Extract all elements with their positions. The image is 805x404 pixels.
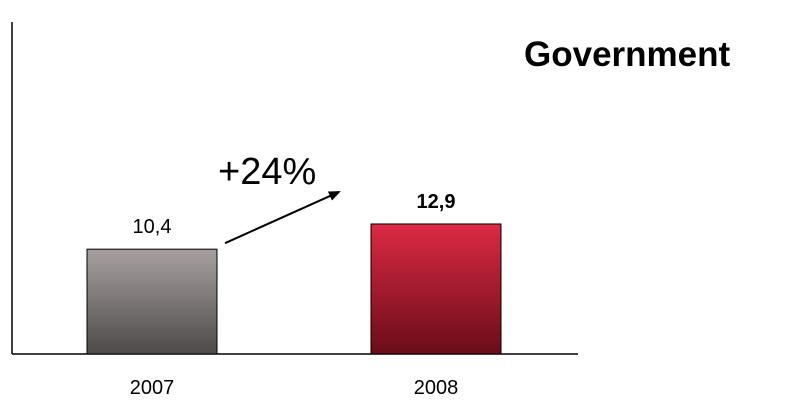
data-label-2008: 12,9 [417,191,456,213]
data-label-2007: 10,4 [133,216,172,238]
bar-2007 [86,248,218,355]
growth-annotation: +24% [218,151,316,193]
x-tick-label-2008: 2008 [414,377,459,399]
labels-layer: 10,4 2007 12,9 2008 [130,191,459,399]
chart-title: Government [524,35,730,74]
bars-layer [86,223,502,355]
x-tick-label-2007: 2007 [130,377,175,399]
growth-arrow [224,191,341,245]
bar-2008 [370,223,502,355]
